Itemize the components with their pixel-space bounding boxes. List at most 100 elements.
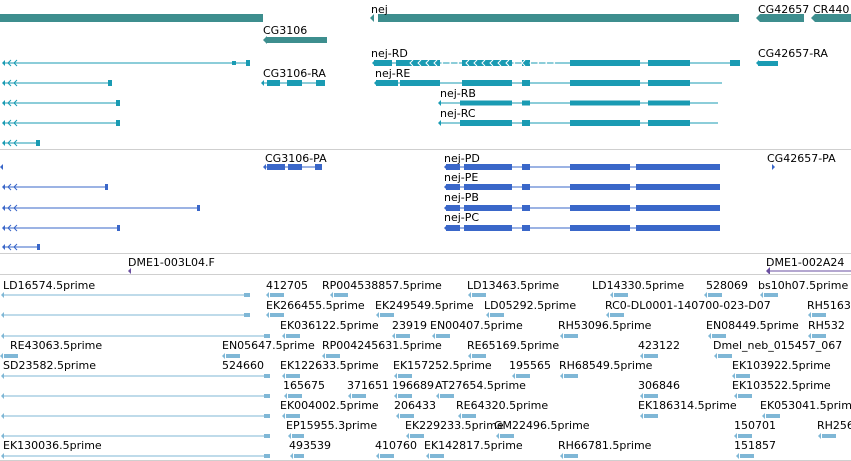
intron-chevron xyxy=(521,59,526,67)
transcript-label[interactable]: nej-RD xyxy=(371,47,408,60)
est-block xyxy=(718,354,732,358)
est-label[interactable]: Dmel_neb_015457_067 xyxy=(713,339,843,352)
est-label[interactable]: RH53096.5prime xyxy=(558,319,652,332)
clone-label[interactable]: DME1-002A24 xyxy=(766,256,845,269)
est-label[interactable]: EP15955.3prime xyxy=(286,419,378,432)
est-label[interactable]: EK103922.5prime xyxy=(732,359,831,372)
est-label[interactable]: EK142817.5prime xyxy=(424,439,523,452)
transcript-label[interactable]: CG3106-RA xyxy=(263,67,326,80)
est-label[interactable]: RH66781.5prime xyxy=(558,439,652,452)
triangle-arrow-icon xyxy=(330,292,333,298)
triangle-arrow-icon xyxy=(1,393,4,399)
triangle-arrow-icon xyxy=(322,353,325,359)
triangle-arrow-icon xyxy=(1,312,4,318)
est-label[interactable]: 206433 xyxy=(394,399,436,412)
gene-label-cg3106[interactable]: CG3106 xyxy=(263,24,308,37)
est-label[interactable]: EK130036.5prime xyxy=(3,439,102,452)
est-label[interactable]: 23919 xyxy=(392,319,427,332)
est-label[interactable]: EK157252.5prime xyxy=(393,359,492,372)
est-label[interactable]: 528069 xyxy=(706,279,748,292)
cds-label[interactable]: CG42657-PA xyxy=(767,152,836,165)
est-label[interactable]: EK249549.5prime xyxy=(375,299,474,312)
est-label[interactable]: RP004538857.5prime xyxy=(322,279,442,292)
intron-chevron xyxy=(13,204,18,212)
est-label[interactable]: GM22496.5prime xyxy=(494,419,590,432)
est-label[interactable]: 306846 xyxy=(638,379,680,392)
est-label[interactable]: AT27654.5prime xyxy=(435,379,526,392)
est-block xyxy=(264,334,270,338)
est-label[interactable]: EN00407.5prime xyxy=(430,319,523,332)
est-label[interactable]: 165675 xyxy=(283,379,325,392)
est-block xyxy=(286,374,300,378)
est-label[interactable]: SD23582.5prime xyxy=(3,359,96,372)
gene-label-cg42657[interactable]: CG42657 xyxy=(758,3,810,16)
transcript-label[interactable]: nej-RC xyxy=(440,107,476,120)
est-label[interactable]: EN05647.5prime xyxy=(222,339,315,352)
triangle-arrow-icon xyxy=(560,453,563,459)
est-label[interactable]: 412705 xyxy=(266,279,308,292)
gene-label-cr440[interactable]: CR440 xyxy=(813,3,850,16)
est-label[interactable]: 195565 xyxy=(509,359,551,372)
est-label[interactable]: LD13463.5prime xyxy=(467,279,560,292)
est-block xyxy=(738,394,752,398)
exon-block xyxy=(636,184,720,190)
transcript-label[interactable]: CG42657-RA xyxy=(758,47,828,60)
est-label[interactable]: EK036122.5prime xyxy=(280,319,379,332)
est-label[interactable]: EK266455.5prime xyxy=(266,299,365,312)
est-label[interactable]: LD14330.5prime xyxy=(592,279,685,292)
est-label[interactable]: RH532 xyxy=(808,319,845,332)
est-label[interactable]: RE43063.5prime xyxy=(10,339,103,352)
est-label[interactable]: 371651 xyxy=(347,379,389,392)
est-label[interactable]: RC0-DL0001-140700-023-D07 xyxy=(605,299,771,312)
exon-block xyxy=(232,61,236,65)
est-label[interactable]: 423122 xyxy=(638,339,680,352)
est-label[interactable]: 524660 xyxy=(222,359,264,372)
est-block xyxy=(264,454,270,458)
est-label[interactable]: RH68549.5prime xyxy=(559,359,653,372)
transcript-label[interactable]: nej-RE xyxy=(375,67,411,80)
est-label[interactable]: RE64320.5prime xyxy=(456,399,549,412)
triangle-arrow-icon xyxy=(282,333,285,339)
est-label[interactable]: RE65169.5prime xyxy=(467,339,560,352)
est-label[interactable]: 150701 xyxy=(734,419,776,432)
intron-chevron xyxy=(505,59,510,67)
est-label[interactable]: EN08449.5prime xyxy=(706,319,799,332)
cds-label[interactable]: CG3106-PA xyxy=(265,152,327,165)
est-label[interactable]: RH5163 xyxy=(807,299,851,312)
est-label[interactable]: 196689 xyxy=(392,379,434,392)
est-block xyxy=(472,354,486,358)
est-label[interactable]: EK053041.5prime xyxy=(760,399,851,412)
gene-bar xyxy=(760,14,804,22)
exon-block xyxy=(460,100,512,106)
intron-chevron xyxy=(457,59,462,67)
est-label[interactable]: EK004002.5prime xyxy=(280,399,379,412)
cds-label[interactable]: nej-PD xyxy=(444,152,480,165)
clone-label[interactable]: DME1-003L04.F xyxy=(128,256,215,269)
intron-chevron xyxy=(425,59,430,67)
est-label[interactable]: bs10h07.5prime xyxy=(758,279,849,292)
est-label[interactable]: EK229233.5prime xyxy=(405,419,504,432)
est-label[interactable]: RP004245631.5prime xyxy=(322,339,442,352)
exon-block xyxy=(460,120,512,126)
cds-label[interactable]: nej-PE xyxy=(444,171,479,184)
cds-label[interactable]: nej-PB xyxy=(444,191,479,204)
est-label[interactable]: RH256 xyxy=(817,419,851,432)
est-label[interactable]: 410760 xyxy=(375,439,417,452)
est-label[interactable]: EK122633.5prime xyxy=(280,359,379,372)
triangle-arrow-icon xyxy=(444,225,447,231)
gene-label-nej[interactable]: nej xyxy=(371,3,388,16)
est-label[interactable]: 151857 xyxy=(734,439,776,452)
intron-chevron xyxy=(545,59,550,67)
est-label[interactable]: EK103522.5prime xyxy=(732,379,831,392)
cds-label[interactable]: nej-PC xyxy=(444,211,480,224)
est-label[interactable]: 493539 xyxy=(289,439,331,452)
est-block xyxy=(410,434,424,438)
est-label[interactable]: EK186314.5prime xyxy=(638,399,737,412)
transcript-label[interactable]: nej-RB xyxy=(440,87,476,100)
est-label[interactable]: LD05292.5prime xyxy=(484,299,577,312)
intron-chevron xyxy=(497,59,502,67)
est-label[interactable]: LD16574.5prime xyxy=(3,279,96,292)
intron-chevron xyxy=(7,224,12,232)
est-block xyxy=(490,313,504,317)
cds-block xyxy=(197,205,200,211)
